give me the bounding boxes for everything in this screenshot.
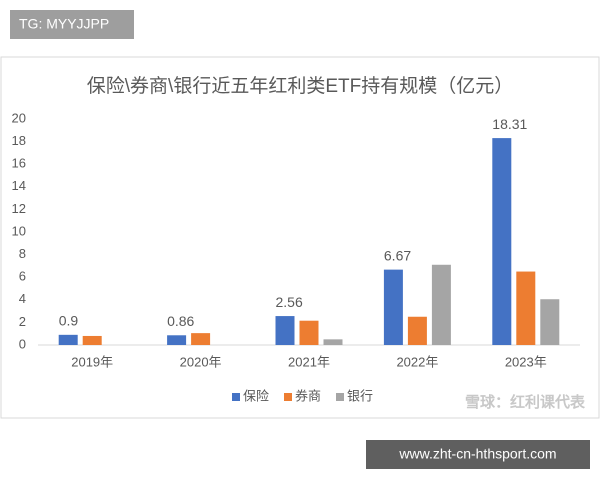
legend-label: 保险 xyxy=(243,388,269,403)
y-tick-label: 18 xyxy=(12,133,26,148)
badge: TG: MYYJJPP xyxy=(19,16,109,32)
y-tick-label: 8 xyxy=(19,246,26,261)
url-bg xyxy=(366,440,590,469)
y-tick-label: 4 xyxy=(19,291,26,306)
bar xyxy=(407,316,427,345)
y-tick-label: 20 xyxy=(12,110,26,125)
bar xyxy=(82,335,102,345)
legend-swatch xyxy=(284,393,292,401)
bar xyxy=(431,264,451,345)
x-tick-label: 2022年 xyxy=(396,354,438,369)
y-tick-label: 0 xyxy=(19,336,26,351)
bar xyxy=(191,333,211,345)
url: www.zht-cn-hthsport.com xyxy=(398,446,556,462)
bar xyxy=(323,339,343,345)
bar xyxy=(167,335,187,345)
legend-swatch xyxy=(232,393,240,401)
y-tick-label: 12 xyxy=(12,201,26,216)
x-tick-label: 2021年 xyxy=(288,354,330,369)
watermark: 雪球：红利课代表 xyxy=(465,393,586,411)
data-label: 0.86 xyxy=(167,313,194,329)
x-tick-label: 2019年 xyxy=(71,354,113,369)
x-tick-label: 2023年 xyxy=(505,354,547,369)
data-label: 18.31 xyxy=(492,116,527,132)
y-tick-label: 16 xyxy=(12,156,26,171)
data-label: 0.9 xyxy=(59,313,79,329)
bar xyxy=(492,138,512,345)
legend-swatch xyxy=(336,393,344,401)
y-tick-label: 6 xyxy=(19,269,26,284)
bar xyxy=(275,316,295,345)
bar xyxy=(383,269,403,345)
badge-bg xyxy=(10,10,134,39)
bar xyxy=(516,271,536,345)
y-tick-label: 14 xyxy=(12,178,26,193)
bar xyxy=(540,299,560,345)
x-tick-label: 2020年 xyxy=(180,354,222,369)
chart-title: 保险\券商\银行近五年红利类ETF持有规模（亿元） xyxy=(87,75,513,97)
data-label: 2.56 xyxy=(276,294,303,310)
y-tick-label: 2 xyxy=(19,314,26,329)
data-label: 6.67 xyxy=(384,247,411,263)
legend-label: 银行 xyxy=(347,388,373,403)
bar xyxy=(299,320,319,345)
legend-label: 券商 xyxy=(295,388,321,403)
y-tick-label: 10 xyxy=(12,223,26,238)
bar xyxy=(58,334,78,345)
